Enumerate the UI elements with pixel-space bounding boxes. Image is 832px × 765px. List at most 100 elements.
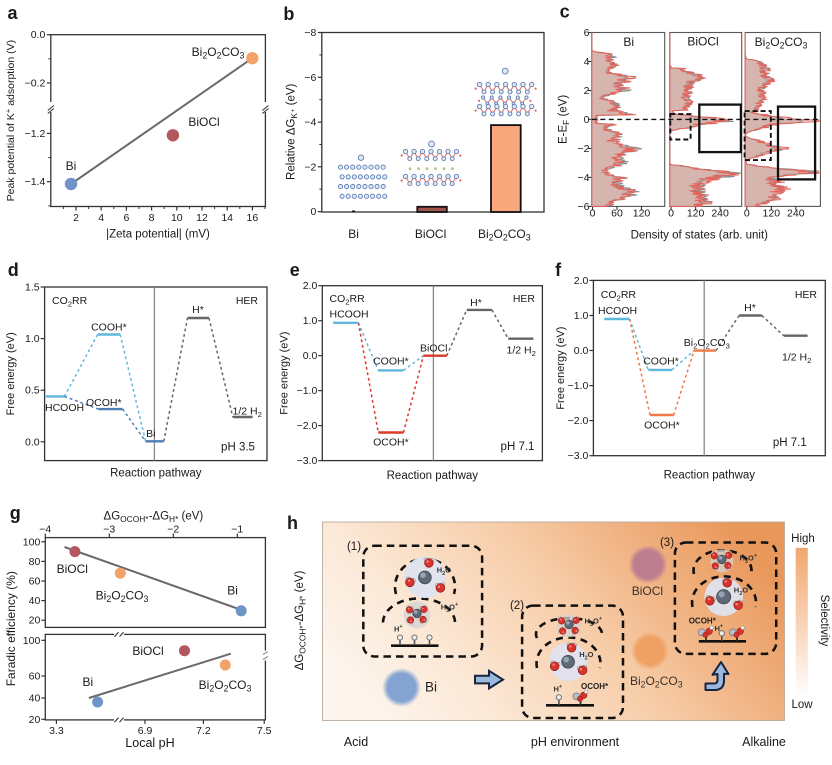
svg-text:−3.0: −3.0 (568, 450, 589, 462)
svg-text:60: 60 (29, 576, 41, 588)
svg-text:OCOH*: OCOH* (689, 617, 717, 626)
svg-text:−6: −6 (304, 72, 316, 84)
svg-text:HER: HER (795, 289, 818, 301)
svg-text:BiOCl: BiOCl (188, 115, 219, 129)
svg-text:BiOCl: BiOCl (632, 584, 663, 598)
svg-text:2: 2 (73, 212, 79, 224)
svg-text:a: a (8, 3, 19, 23)
svg-text:BiOCl: BiOCl (57, 562, 88, 576)
svg-text:ΔGOCOH*-ΔGH* (eV): ΔGOCOH*-ΔGH* (eV) (294, 570, 308, 670)
svg-text:1.0: 1.0 (574, 310, 589, 322)
svg-text:Peak potential of K+ adsorptio: Peak potential of K+ adsorption (V) (3, 40, 17, 202)
svg-text:COOH*: COOH* (373, 356, 409, 368)
svg-text:Alkaline: Alkaline (742, 735, 786, 749)
svg-text:6: 6 (123, 212, 129, 224)
svg-text:16: 16 (247, 212, 259, 224)
svg-text:g: g (10, 503, 21, 523)
svg-text:OCOH*: OCOH* (581, 682, 609, 691)
svg-text:−2: −2 (167, 524, 179, 536)
svg-text:Bi: Bi (425, 680, 437, 695)
svg-text:40: 40 (29, 693, 41, 705)
svg-text:H2O: H2O (437, 566, 451, 578)
svg-text:0.5: 0.5 (25, 385, 40, 397)
svg-text:8: 8 (149, 212, 155, 224)
svg-text:HCOOH: HCOOH (598, 305, 637, 317)
svg-text:2.0: 2.0 (303, 280, 318, 292)
svg-text:HER: HER (236, 295, 259, 307)
svg-text:f: f (555, 260, 562, 280)
svg-text:H3O+: H3O+ (740, 553, 758, 565)
svg-text:Free energy (eV): Free energy (eV) (555, 327, 567, 410)
svg-text:(1): (1) (347, 541, 361, 553)
svg-text:pH environment: pH environment (531, 735, 620, 749)
svg-text:Acid: Acid (344, 735, 368, 749)
svg-text:60: 60 (611, 208, 623, 220)
svg-text:4: 4 (584, 56, 590, 68)
svg-text:100: 100 (23, 635, 41, 647)
svg-text:HCOOH: HCOOH (330, 309, 369, 321)
svg-text:Free energy (eV): Free energy (eV) (279, 332, 291, 415)
svg-text:0: 0 (584, 114, 590, 126)
svg-text:Relative ΔGK⁺ (eV): Relative ΔGK⁺ (eV) (285, 83, 299, 179)
svg-text:7.5: 7.5 (257, 725, 272, 737)
svg-text:−4: −4 (304, 117, 316, 129)
svg-text:CO2RR: CO2RR (330, 293, 366, 307)
svg-text:−1.0: −1.0 (297, 385, 318, 397)
svg-text:1/2 H2: 1/2 H2 (782, 352, 811, 366)
svg-text:100: 100 (23, 536, 41, 548)
svg-text:6.9: 6.9 (138, 725, 153, 737)
svg-text:−4: −4 (39, 524, 51, 536)
svg-text:COOH*: COOH* (643, 356, 679, 368)
svg-text:Bi: Bi (146, 428, 155, 440)
svg-text:−1.0: −1.0 (568, 380, 589, 392)
svg-text:Reaction pathway: Reaction pathway (110, 467, 202, 479)
svg-text:60: 60 (29, 671, 41, 683)
svg-text:−1.2: −1.2 (25, 128, 46, 140)
svg-text:Bi2O2CO3: Bi2O2CO3 (478, 227, 531, 243)
svg-text:−2: −2 (578, 143, 590, 155)
svg-text:|Zeta potential| (mV): |Zeta potential| (mV) (106, 229, 210, 241)
svg-text:COOH*: COOH* (91, 322, 127, 334)
svg-text:−0.2: −0.2 (25, 78, 46, 90)
svg-text:H2O: H2O (579, 650, 593, 662)
svg-text:−3: −3 (103, 524, 115, 536)
svg-text:−8: −8 (304, 27, 316, 39)
svg-text:b: b (283, 4, 294, 24)
svg-text:H*: H* (744, 302, 756, 314)
svg-text:2.0: 2.0 (574, 275, 589, 287)
svg-text:7.2: 7.2 (196, 725, 211, 737)
svg-text:120: 120 (633, 208, 651, 220)
svg-text:80: 80 (29, 556, 41, 568)
svg-text:H+: H+ (554, 684, 563, 694)
svg-text:−1: −1 (231, 524, 243, 536)
svg-text:e: e (290, 260, 300, 280)
svg-text:−3.0: −3.0 (297, 455, 318, 467)
svg-text:Faradic efficiency (%): Faradic efficiency (%) (4, 571, 18, 686)
svg-text:Bi: Bi (66, 159, 77, 173)
svg-text:pH 7.1: pH 7.1 (501, 441, 535, 453)
svg-text:E-EF (eV): E-EF (eV) (558, 95, 572, 144)
svg-text:0: 0 (310, 206, 316, 218)
svg-text:CO2RR: CO2RR (601, 289, 637, 303)
svg-text:Bi: Bi (227, 584, 238, 598)
svg-text:d: d (8, 260, 19, 280)
svg-text:H*: H* (192, 304, 204, 316)
svg-text:20: 20 (29, 714, 41, 726)
svg-text:1.0: 1.0 (25, 333, 40, 345)
svg-text:14: 14 (221, 212, 233, 224)
svg-text:3.3: 3.3 (49, 725, 64, 737)
svg-text:2: 2 (584, 85, 590, 97)
svg-text:h: h (287, 513, 298, 533)
svg-text:Bi: Bi (348, 227, 359, 241)
svg-text:Reaction pathway: Reaction pathway (664, 470, 756, 482)
svg-text:OCOH*: OCOH* (644, 420, 680, 432)
svg-text:240: 240 (787, 208, 805, 220)
svg-text:−6: −6 (578, 201, 590, 213)
svg-text:CO2RR: CO2RR (52, 295, 88, 309)
svg-text:H+: H+ (394, 624, 403, 634)
svg-text:40: 40 (29, 595, 41, 607)
svg-text:OCOH*: OCOH* (373, 437, 409, 449)
svg-text:Low: Low (791, 699, 813, 711)
svg-text:High: High (791, 533, 815, 545)
svg-text:−4: −4 (578, 172, 590, 184)
